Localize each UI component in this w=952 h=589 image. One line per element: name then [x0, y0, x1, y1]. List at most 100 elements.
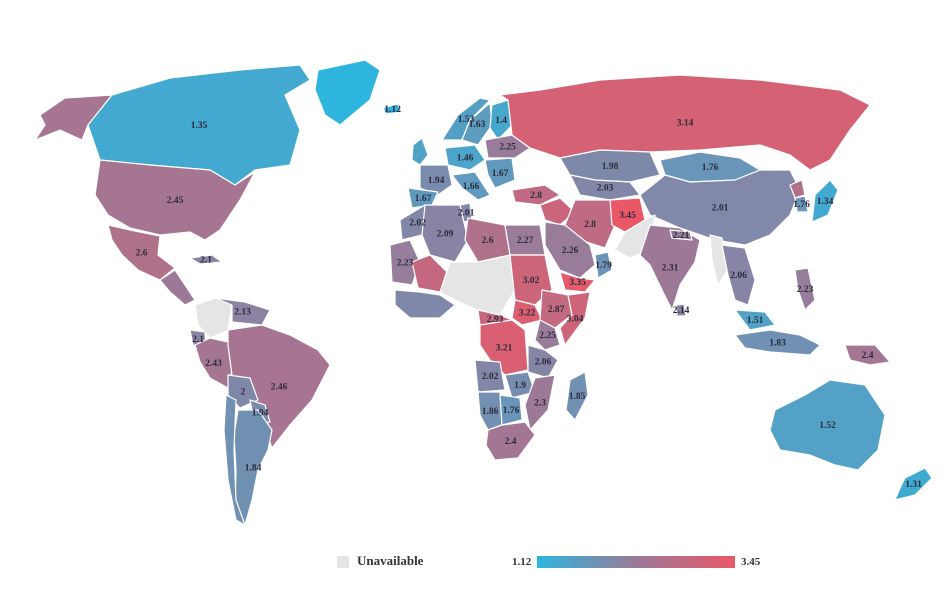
region-value-label: 1.67 — [492, 169, 509, 179]
map-legend: Unavailable 1.12 3.45 — [0, 553, 952, 573]
scale-min-label: 1.12 — [512, 556, 532, 568]
region-malaysia[interactable] — [734, 309, 776, 331]
region-value-label: 2.01 — [712, 204, 729, 214]
color-scale-bar — [537, 556, 735, 568]
region-value-label: 1.83 — [769, 339, 786, 349]
region-tanzania[interactable] — [527, 344, 559, 379]
region-cuba[interactable] — [189, 254, 223, 265]
region-value-label: 1.12 — [384, 105, 401, 115]
region-value-label: 1.98 — [602, 162, 619, 172]
region-value-label: 2.8 — [584, 220, 596, 230]
region-china[interactable] — [639, 169, 801, 246]
region-greenland[interactable] — [314, 59, 381, 126]
region-value-label: 2.01 — [458, 209, 475, 219]
region-value-label: 1.94 — [428, 176, 445, 186]
region-value-label: 2.3 — [534, 399, 546, 409]
region-value-label: 1.34 — [817, 197, 834, 207]
region-mexico[interactable] — [107, 224, 176, 281]
region-russia[interactable] — [499, 74, 871, 171]
region-ethiopia[interactable] — [539, 289, 573, 329]
region-value-label: 1.85 — [569, 392, 586, 402]
region-value-label: 1.31 — [905, 480, 922, 490]
region-value-label: 2.8 — [530, 191, 542, 201]
region-south-sudan[interactable] — [511, 299, 543, 326]
region-value-label: 1.51 — [747, 316, 764, 326]
region-madagascar[interactable] — [565, 371, 589, 421]
unavailable-swatch — [337, 556, 349, 568]
region-france[interactable] — [419, 164, 453, 196]
region-indonesia[interactable] — [734, 329, 821, 356]
region-north-korea[interactable] — [789, 179, 806, 199]
region-value-label: 3.22 — [519, 309, 536, 319]
region-value-label: 2.6 — [482, 236, 494, 246]
region-somalia[interactable] — [559, 291, 591, 346]
region-value-label: 1.9 — [514, 381, 526, 391]
region-value-label: 2.14 — [673, 306, 690, 316]
region-value-label: 1.52 — [819, 421, 836, 431]
region-value-label: 3.14 — [677, 119, 694, 129]
region-argentina[interactable] — [233, 409, 273, 526]
region-value-label: 2.06 — [730, 271, 747, 281]
region-value-label: 1.76 — [793, 200, 810, 210]
region-saudi-arabia[interactable] — [544, 221, 596, 279]
region-value-label: 3.02 — [523, 276, 540, 286]
region-value-label: 2.13 — [234, 308, 251, 318]
region-value-label: 2.21 — [673, 231, 690, 241]
region-value-label: 2 — [241, 388, 246, 398]
region-value-label: 2.25 — [539, 331, 556, 341]
region-value-label: 2.45 — [167, 196, 184, 206]
region-oman[interactable] — [594, 251, 613, 279]
region-yemen[interactable] — [559, 271, 596, 293]
region-new-zealand[interactable] — [894, 467, 933, 501]
region-value-label: 1.66 — [463, 182, 480, 192]
region-philippines[interactable] — [794, 267, 816, 311]
region-angola[interactable] — [474, 359, 506, 393]
region-value-label: 3.45 — [619, 211, 636, 221]
region-south-africa[interactable] — [485, 421, 536, 461]
region-value-label: 1.53 — [458, 115, 475, 125]
region-south-korea[interactable] — [794, 195, 809, 213]
region-value-label: 2.4 — [862, 351, 874, 361]
region-value-label: 1.79 — [595, 261, 612, 271]
region-value-label: 2.27 — [517, 236, 534, 246]
region-germany[interactable] — [444, 144, 486, 171]
region-value-label: 2.09 — [437, 230, 454, 240]
region-italy[interactable] — [451, 171, 491, 201]
region-nepal[interactable] — [669, 229, 693, 241]
region-ukraine[interactable] — [484, 134, 531, 159]
region-australia[interactable] — [769, 379, 886, 471]
region-value-label: 3.21 — [496, 344, 513, 354]
region-alaska[interactable] — [34, 94, 113, 141]
scale-max-label: 3.45 — [741, 556, 761, 568]
region-value-label: 2.4 — [505, 437, 517, 447]
region-value-label: 1.76 — [702, 163, 719, 173]
region-value-label: 2.23 — [797, 285, 814, 295]
region-value-label: 3.35 — [569, 278, 586, 288]
region-finland[interactable] — [489, 99, 513, 141]
region-value-label: 2.03 — [597, 184, 614, 194]
region-iceland[interactable] — [382, 103, 403, 115]
region-value-label: 2.1 — [192, 335, 204, 345]
region-value-label: 2.46 — [271, 383, 288, 393]
region-papua-new-guinea[interactable] — [844, 344, 891, 366]
region-united-states[interactable] — [94, 159, 256, 241]
region-turkey[interactable] — [511, 184, 561, 206]
region-chile[interactable] — [223, 394, 246, 526]
unavailable-label: Unavailable — [357, 553, 424, 568]
region-value-label: 2.02 — [482, 372, 499, 382]
region-value-label: 2.31 — [662, 264, 679, 274]
region-united-kingdom[interactable] — [411, 137, 429, 166]
region-value-label: 1.4 — [495, 116, 507, 126]
region-value-label: 2.1 — [200, 256, 212, 266]
region-kenya[interactable] — [534, 319, 561, 351]
region-botswana[interactable] — [499, 394, 523, 426]
region-southeast-asia[interactable] — [721, 244, 756, 306]
region-value-label: 2.43 — [205, 359, 222, 369]
region-central-america[interactable] — [159, 269, 196, 306]
region-value-label: 2.93 — [487, 315, 504, 325]
region-west-africa-coast[interactable] — [394, 289, 456, 319]
region-japan[interactable] — [811, 179, 839, 223]
region-mozambique[interactable] — [524, 374, 556, 431]
region-sri-lanka[interactable] — [675, 303, 687, 317]
